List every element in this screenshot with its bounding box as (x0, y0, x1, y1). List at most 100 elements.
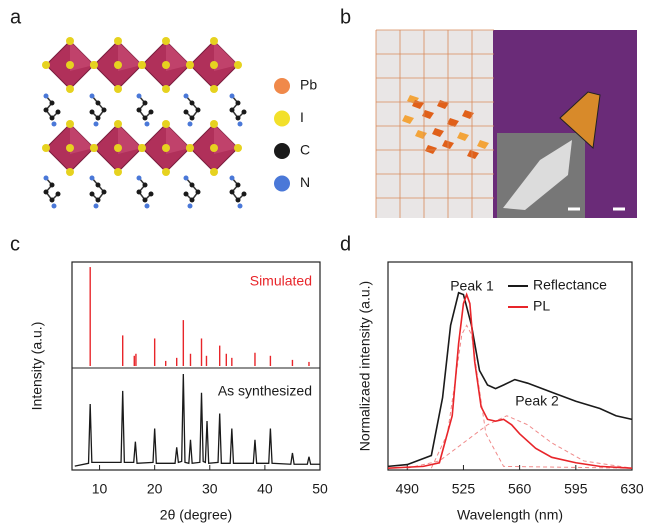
iodine (90, 61, 98, 69)
carbon (50, 101, 55, 106)
x-axis-label: Wavelength (nm) (457, 507, 563, 523)
carbon (56, 110, 61, 115)
nitrogen (44, 176, 49, 181)
grid-paper (376, 30, 494, 218)
carbon (236, 183, 241, 188)
iodine (210, 144, 218, 152)
nitrogen (230, 94, 235, 99)
carbon (96, 116, 101, 121)
carbon (143, 101, 148, 106)
carbon (230, 108, 235, 113)
x-tick-label: 50 (312, 481, 328, 497)
y-axis-label: Intensity (a.u.) (29, 322, 45, 411)
carbon (190, 183, 195, 188)
carbon (90, 192, 95, 197)
iodine (186, 144, 194, 152)
legend-label: Pb (300, 77, 317, 93)
iodine (114, 61, 122, 69)
iodine (210, 85, 218, 93)
nitrogen (90, 94, 95, 99)
carbon (96, 183, 101, 188)
nitrogen (52, 122, 57, 127)
carbon (190, 116, 195, 121)
nitrogen (90, 176, 95, 181)
legend-label: N (300, 174, 310, 190)
panel-label: a (10, 6, 22, 28)
x-axis-label: 2θ (degree) (160, 507, 232, 523)
carbon (56, 192, 61, 197)
iodine (114, 85, 122, 93)
molecule (92, 178, 104, 200)
legend-label: C (300, 142, 310, 158)
carbon (50, 183, 55, 188)
carbon (137, 190, 142, 195)
nitrogen (188, 122, 193, 127)
iodine (66, 168, 74, 176)
carbon (102, 108, 107, 113)
iodine (162, 168, 170, 176)
carbon (50, 116, 55, 121)
molecule (46, 96, 58, 118)
iodine (162, 144, 170, 152)
carbon (149, 192, 154, 197)
x-tick-label: 30 (202, 481, 218, 497)
iodine (114, 168, 122, 176)
x-tick-label: 10 (92, 481, 108, 497)
carbon (96, 198, 101, 203)
molecule (139, 96, 151, 118)
iodine (210, 168, 218, 176)
iodine (210, 120, 218, 128)
chart-d: 490525560595630Wavelength (nm)Normalizae… (357, 262, 644, 523)
x-tick-label: 595 (564, 481, 588, 497)
carbon (149, 110, 154, 115)
carbon (196, 190, 201, 195)
iodine (66, 85, 74, 93)
carbon (236, 198, 241, 203)
iodine (138, 61, 146, 69)
carbon (96, 101, 101, 106)
series-label: Simulated (250, 273, 312, 289)
carbon (50, 198, 55, 203)
iodine (186, 61, 194, 69)
plot-frame (388, 262, 632, 470)
carbon (242, 110, 247, 115)
panel-label: d (340, 233, 351, 255)
nitrogen (184, 176, 189, 181)
legend-label: PL (533, 298, 550, 314)
carbon (102, 190, 107, 195)
molecule (232, 178, 244, 200)
iodine (90, 144, 98, 152)
iodine (162, 120, 170, 128)
iodine (210, 61, 218, 69)
iodine (42, 144, 50, 152)
iodine (210, 37, 218, 45)
legend-swatch (274, 176, 290, 192)
nitrogen (94, 122, 99, 127)
nitrogen (52, 204, 57, 209)
x-tick-label: 525 (452, 481, 476, 497)
molecule (46, 178, 58, 200)
iodine (234, 144, 242, 152)
nitrogen (44, 94, 49, 99)
nitrogen (238, 122, 243, 127)
carbon (143, 198, 148, 203)
molecule (232, 96, 244, 118)
nitrogen (188, 204, 193, 209)
carbon (190, 101, 195, 106)
nitrogen (230, 176, 235, 181)
molecule (186, 178, 198, 200)
carbon (190, 198, 195, 203)
iodine (66, 61, 74, 69)
crystal-structure: PbICN (42, 37, 317, 209)
nitrogen (137, 176, 142, 181)
x-tick-label: 630 (620, 481, 644, 497)
series-label: As synthesized (218, 383, 312, 399)
carbon (184, 192, 189, 197)
iodine (42, 61, 50, 69)
carbon (230, 190, 235, 195)
micrographs (376, 30, 637, 218)
plot-frame (72, 262, 320, 470)
carbon (44, 190, 49, 195)
x-tick-label: 20 (147, 481, 163, 497)
